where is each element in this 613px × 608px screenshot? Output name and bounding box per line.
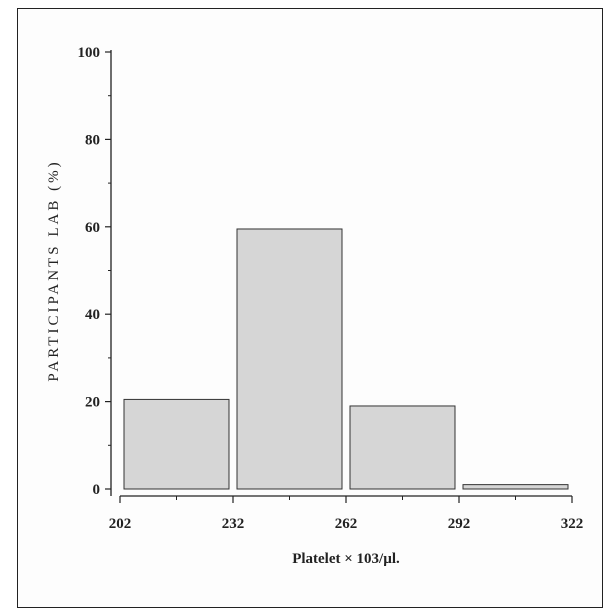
bar-2 xyxy=(236,228,343,490)
y-tick-label-60: 60 xyxy=(85,220,100,236)
ticks-group: 0 20 40 60 80 100 202 232 262 292 322 xyxy=(78,45,584,532)
bar-3 xyxy=(349,405,456,490)
y-tick-label-20: 20 xyxy=(85,395,100,411)
x-axis-title: Platelet × 103/µl. xyxy=(292,551,400,567)
x-tick-label-292: 292 xyxy=(448,516,471,532)
x-tick-label-322: 322 xyxy=(561,516,584,532)
y-axis-title: PARTICIPANTS LAB (%) xyxy=(46,159,62,381)
histogram-chart: 0 20 40 60 80 100 202 232 262 292 322 Platelet × 1… xyxy=(46,45,584,567)
y-tick-label-40: 40 xyxy=(85,307,100,323)
y-tick-label-80: 80 xyxy=(85,132,100,148)
x-tick-label-232: 232 xyxy=(222,516,245,532)
y-tick-label-0: 0 xyxy=(93,482,101,498)
x-tick-label-202: 202 xyxy=(109,516,132,532)
x-tick-label-262: 262 xyxy=(335,516,358,532)
y-tick-label-100: 100 xyxy=(78,45,101,61)
bar-1 xyxy=(123,398,230,490)
bars-group xyxy=(123,228,569,490)
bar-4 xyxy=(462,484,569,490)
